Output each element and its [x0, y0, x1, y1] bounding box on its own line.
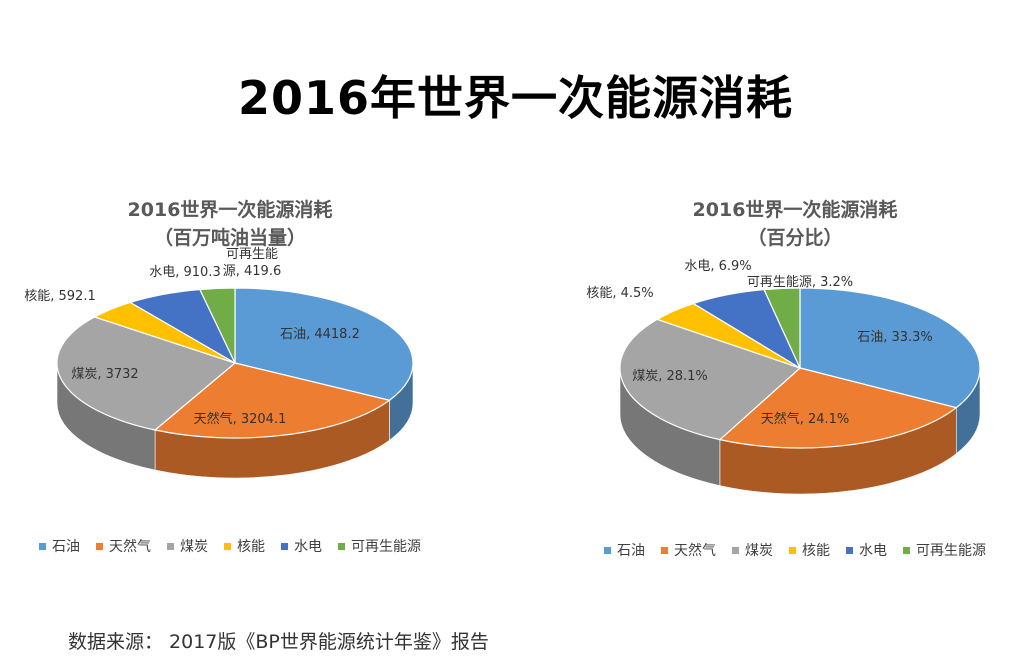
- legend-label: 天然气: [109, 539, 151, 555]
- pie-slice-天然气: [718, 367, 958, 449]
- legend-item-水电: 水电: [846, 540, 887, 560]
- data-source-note: 数据来源： 2017版《BP世界能源统计年鉴》报告: [68, 631, 489, 653]
- legend-swatch: [903, 546, 910, 554]
- legend-label: 石油: [52, 539, 80, 555]
- pie-top: [56, 287, 414, 439]
- data-label-5: 可再生能: [226, 247, 278, 262]
- data-label-2: 煤炭, 28.1%: [632, 369, 708, 384]
- data-label-1: 天然气, 3204.1: [194, 411, 287, 427]
- legend-label: 可再生能源: [916, 543, 986, 559]
- chart-subtitle: （百分比）: [747, 227, 843, 249]
- chart-subtitle: （百万吨油当量）: [153, 227, 306, 249]
- legend-item-天然气: 天然气: [96, 536, 151, 556]
- chart-title: 2016世界一次能源消耗: [127, 199, 333, 221]
- legend-item-可再生能源: 可再生能源: [903, 540, 986, 560]
- legend-swatch: [789, 546, 796, 554]
- data-label-4: 水电, 910.3: [149, 265, 220, 280]
- pie-slice-煤炭: [619, 318, 802, 441]
- legend-swatch: [661, 546, 668, 554]
- pie-slice-煤炭: [56, 316, 237, 431]
- legend-item-石油: 石油: [604, 540, 645, 560]
- pie-top: [619, 287, 981, 449]
- legend-item-水电: 水电: [281, 536, 322, 556]
- legend-item-核能: 核能: [789, 540, 830, 560]
- pie-slice-天然气: [153, 362, 391, 439]
- chart-title: 2016世界一次能源消耗: [692, 199, 898, 221]
- pie-slice-可再生能源: [763, 287, 801, 369]
- legend-swatch: [167, 542, 174, 550]
- page-title: 2016年世界一次能源消耗: [237, 71, 794, 125]
- pie-chart-absolute: 2016世界一次能源消耗 （百万吨油当量） 石油, 4418.2 天然气, 320…: [20, 188, 440, 568]
- legend-swatch: [281, 542, 288, 550]
- legend-label: 水电: [294, 539, 322, 555]
- legend-item-煤炭: 煤炭: [167, 536, 208, 556]
- legend-label: 天然气: [674, 543, 716, 559]
- data-label-0: 石油, 33.3%: [857, 330, 933, 345]
- legend-swatch: [96, 542, 103, 550]
- legend-item-天然气: 天然气: [661, 540, 716, 560]
- data-label-1: 天然气, 24.1%: [761, 411, 850, 427]
- pie-chart-percent: 2016世界一次能源消耗 （百分比） 石油, 33.3% 天然气, 24.1% 煤炭…: [580, 188, 1010, 568]
- legend-item-石油: 石油: [39, 536, 80, 556]
- legend-swatch: [604, 546, 611, 554]
- data-label-0: 石油, 4418.2: [280, 327, 360, 342]
- legend-swatch: [224, 542, 231, 550]
- pie-slice-石油: [234, 287, 414, 401]
- pie-svg: 石油, 33.3% 天然气, 24.1% 煤炭, 28.1% 核能, 4.5% 水电, …: [586, 259, 981, 495]
- legend-label: 可再生能源: [351, 539, 421, 555]
- data-label-3: 核能, 4.5%: [586, 286, 653, 301]
- legend-label: 煤炭: [745, 543, 773, 559]
- chart-legend: 石油 天然气 煤炭 核能 水电 可再生能源: [580, 540, 1010, 560]
- legend-item-煤炭: 煤炭: [732, 540, 773, 560]
- pie-slice-石油: [799, 287, 981, 409]
- legend-label: 煤炭: [180, 539, 208, 555]
- data-label-3: 核能, 592.1: [24, 289, 95, 304]
- data-label-5: 可再生能源, 3.2%: [747, 275, 853, 290]
- data-label-5: 源, 419.6: [223, 264, 281, 279]
- data-label-4: 水电, 6.9%: [684, 259, 751, 274]
- pie-slice-可再生能源: [198, 287, 236, 364]
- legend-label: 核能: [802, 543, 830, 559]
- data-label-2: 煤炭, 3732: [71, 367, 138, 382]
- legend-label: 核能: [237, 539, 265, 555]
- legend-swatch: [338, 542, 345, 550]
- legend-label: 石油: [617, 543, 645, 559]
- legend-label: 水电: [859, 543, 887, 559]
- chart-legend: 石油 天然气 煤炭 核能 水电 可再生能源: [20, 536, 440, 556]
- legend-item-核能: 核能: [224, 536, 265, 556]
- legend-swatch: [732, 546, 739, 554]
- legend-swatch: [39, 542, 46, 550]
- pie-svg: 石油, 4418.2 天然气, 3204.1 煤炭, 3732 核能, 592.1 水电…: [24, 247, 414, 479]
- legend-item-可再生能源: 可再生能源: [338, 536, 421, 556]
- legend-swatch: [846, 546, 853, 554]
